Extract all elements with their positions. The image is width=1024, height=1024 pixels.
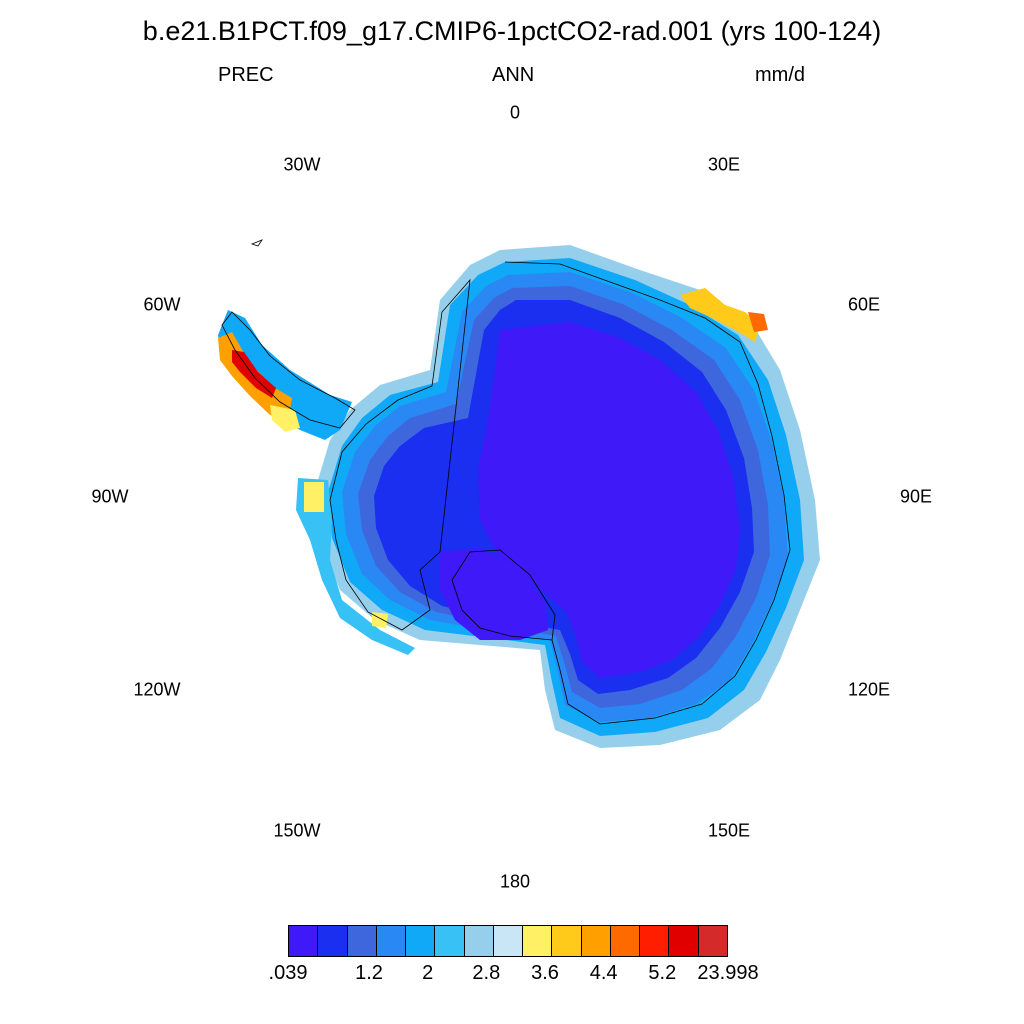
units-label: mm/d: [755, 64, 805, 86]
colorbar-swatch-7: [493, 926, 524, 956]
lon-label-90w: 90W: [91, 486, 129, 507]
colorbar-swatch-4: [406, 926, 436, 956]
colorbar-swatch-12: [640, 926, 670, 956]
colorbar-swatch-5: [435, 926, 465, 956]
colorbar-label-7: 23.998: [697, 962, 759, 984]
colorbar-swatch-3: [376, 926, 407, 956]
colorbar-label-1: 1.2: [355, 962, 383, 984]
colorbar-swatch-0: [289, 926, 319, 956]
ross-ice-shelf: [440, 548, 548, 640]
lon-label-30e: 30E: [707, 154, 741, 175]
colorbar-swatch-2: [347, 926, 377, 956]
colorbar-swatch-9: [552, 926, 582, 956]
colorbar-swatch-10: [581, 926, 611, 956]
east-coast-red: [748, 312, 768, 332]
ice-sheet-dry-core: [478, 322, 740, 678]
colorbar-label-5: 4.4: [589, 962, 618, 984]
colorbar-swatch-13: [669, 926, 699, 956]
colorbar-label-2: 2: [422, 962, 434, 984]
west-coast-yellow: [304, 482, 324, 512]
west-coast-strip: [296, 478, 415, 655]
colorbar-swatch-6: [464, 926, 494, 956]
colorbar-label-3: 2.8: [472, 962, 501, 984]
colorbar-swatch-14: [698, 926, 727, 956]
lon-label-60e: 60E: [847, 294, 881, 315]
colorbar-label-4: 3.6: [531, 962, 559, 984]
lon-label-30w: 30W: [283, 154, 321, 175]
lon-label-150e: 150E: [707, 820, 751, 841]
variable-label: PREC: [218, 64, 274, 86]
small-island: [250, 239, 264, 247]
east-coast-orange: [680, 288, 760, 342]
colorbar-swatch-1: [318, 926, 348, 956]
colorbar-swatch-11: [610, 926, 641, 956]
colorbar-swatch-8: [523, 926, 553, 956]
amundsen-yellow: [372, 612, 388, 628]
colorbar: [288, 925, 728, 957]
peninsula-base: [218, 310, 352, 440]
lon-label-120w: 120W: [133, 679, 181, 700]
peninsula-heavy-precip: [232, 350, 276, 398]
lon-label-120e: 120E: [847, 679, 891, 700]
peninsula-yellow-band: [270, 405, 300, 432]
colorbar-label-0: .039: [268, 962, 308, 984]
coastline: [221, 261, 791, 725]
season-label: ANN: [492, 64, 535, 86]
lon-label-60w: 60W: [143, 294, 181, 315]
lon-label-90e: 90E: [899, 486, 933, 507]
colorbar-label-6: 5.2: [648, 962, 677, 984]
plot-title: b.e21.B1PCT.f09_g17.CMIP6-1pctCO2-rad.00…: [142, 16, 882, 46]
lon-label-0: 0: [509, 102, 521, 123]
lon-label-180: 180: [499, 871, 531, 892]
lon-label-150w: 150W: [273, 820, 321, 841]
